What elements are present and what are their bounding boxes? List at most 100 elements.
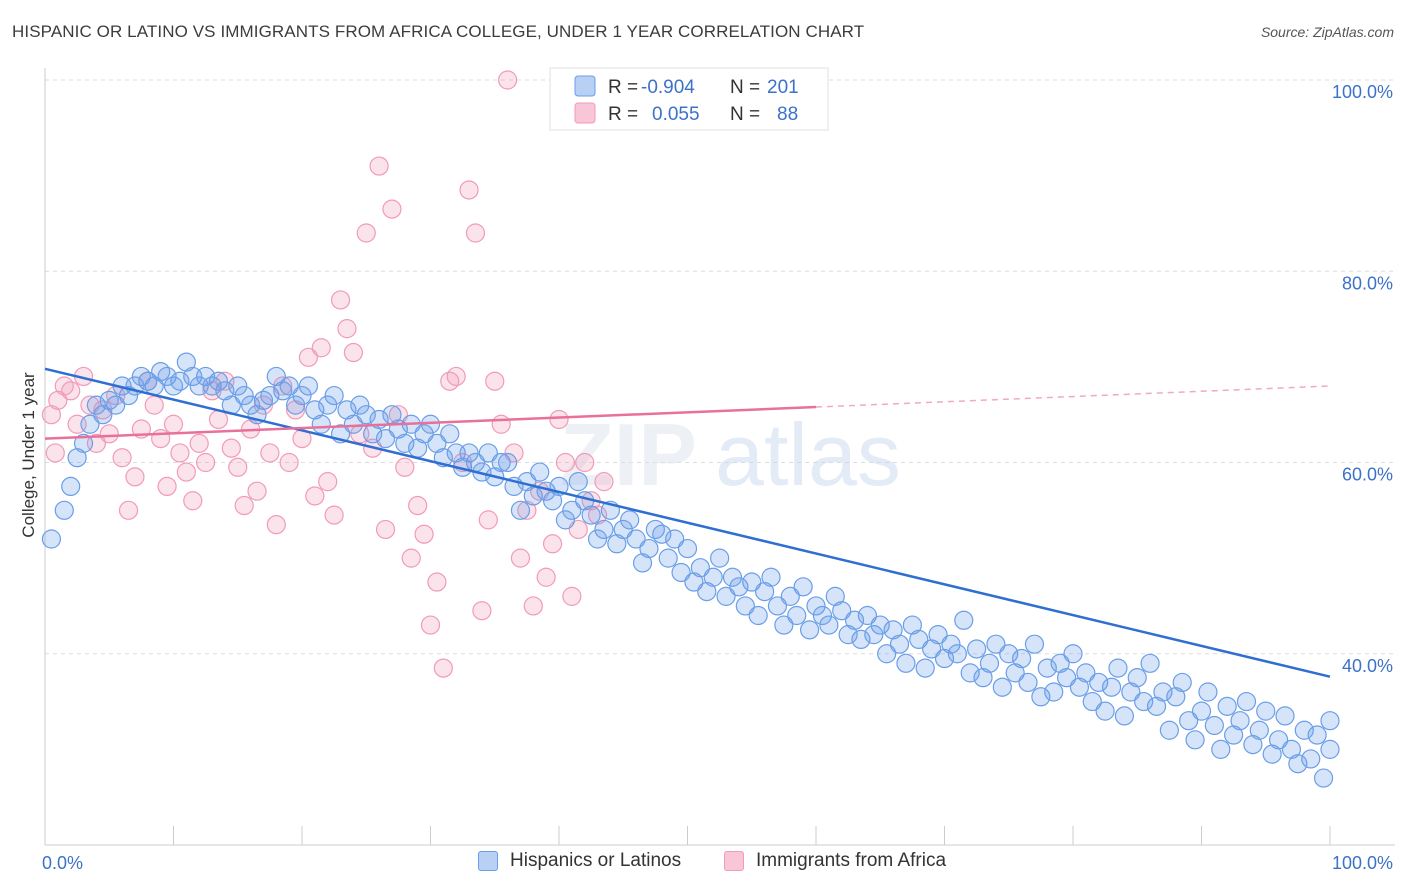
point-hispanic-156: [1050, 653, 1070, 673]
legend-label-hispanic: Hispanics or Latinos: [510, 850, 682, 871]
stats-swatch-1: [574, 75, 596, 97]
point-hispanic-41: [311, 414, 331, 434]
point-hispanic-108: [742, 572, 762, 592]
point-hispanic-171: [1146, 696, 1167, 716]
point-hispanic-130: [883, 620, 903, 640]
point-hispanic-136: [922, 639, 942, 659]
point-immigrants-13: [118, 500, 139, 520]
point-hispanic-194: [1294, 720, 1314, 740]
point-immigrants-58: [408, 495, 428, 516]
point-immigrants-39: [285, 400, 306, 420]
point-hispanic-166: [1114, 706, 1135, 726]
point-hispanic-17: [157, 366, 177, 387]
point-hispanic-87: [607, 534, 627, 554]
point-hispanic-42: [318, 395, 338, 415]
point-hispanic-72: [510, 500, 531, 520]
point-hispanic-133: [902, 615, 922, 635]
point-immigrants-61: [427, 572, 447, 592]
point-immigrants-42: [305, 486, 325, 506]
point-hispanic-111: [761, 567, 781, 587]
point-hispanic-95: [658, 548, 678, 568]
point-hispanic-174: [1166, 687, 1186, 707]
point-hispanic-163: [1095, 701, 1115, 721]
point-hispanic-151: [1018, 672, 1038, 693]
point-hispanic-91: [632, 553, 653, 573]
watermark-atlas: atlas: [715, 405, 901, 504]
point-hispanic-112: [767, 596, 788, 616]
point-hispanic-1: [54, 500, 74, 520]
legend-item-hispanic[interactable]: Hispanics or Latinos: [478, 850, 681, 872]
point-hispanic-131: [889, 634, 910, 654]
point-hispanic-75: [530, 462, 550, 482]
point-immigrants-41: [298, 347, 319, 367]
point-hispanic-176: [1179, 711, 1199, 731]
point-hispanic-45: [337, 400, 357, 420]
point-immigrants-78: [536, 567, 556, 587]
stats-legend-box: [549, 67, 829, 131]
axes: [44, 68, 1395, 846]
point-hispanic-146: [986, 634, 1006, 654]
legend-item-immigrants[interactable]: Immigrants from Africa: [724, 850, 946, 872]
point-hispanic-125: [851, 629, 871, 650]
point-immigrants-48: [343, 342, 363, 363]
point-hispanic-99: [684, 572, 704, 592]
point-hispanic-3: [67, 448, 87, 468]
point-hispanic-46: [343, 414, 363, 434]
point-hispanic-37: [285, 395, 306, 415]
point-immigrants-2: [48, 390, 68, 410]
point-hispanic-160: [1076, 663, 1096, 683]
stats-r-value-1: -0.904: [641, 77, 695, 98]
point-immigrants-36: [266, 515, 286, 535]
point-hispanic-20: [176, 352, 196, 372]
point-immigrants-86: [587, 505, 608, 525]
point-hispanic-36: [279, 376, 299, 396]
point-hispanic-79: [555, 510, 576, 530]
point-immigrants-0: [41, 405, 62, 425]
point-hispanic-149: [1005, 663, 1025, 683]
point-immigrants-31: [234, 495, 254, 516]
point-hispanic-155: [1044, 682, 1064, 702]
stats-legend: R = -0.904 N = 201 R = 0.055 N = 88: [549, 67, 829, 131]
point-immigrants-21: [170, 443, 190, 463]
point-hispanic-48: [356, 405, 376, 425]
point-hispanic-26: [215, 381, 235, 401]
point-immigrants-47: [337, 319, 357, 339]
point-hispanic-178: [1191, 701, 1212, 721]
point-immigrants-44: [318, 472, 338, 492]
point-hispanic-104: [716, 586, 736, 606]
point-hispanic-183: [1224, 725, 1244, 745]
legend-swatch-immigrants: [724, 851, 744, 871]
point-hispanic-88: [613, 519, 633, 540]
point-hispanic-30: [241, 395, 261, 415]
stats-n-label-2: N =: [730, 104, 760, 125]
point-hispanic-193: [1288, 754, 1308, 774]
point-immigrants-60: [420, 615, 441, 635]
point-hispanic-195: [1301, 749, 1321, 769]
point-hispanic-81: [568, 472, 588, 492]
point-hispanic-169: [1134, 691, 1154, 712]
point-immigrants-10: [99, 424, 119, 444]
point-immigrants-74: [510, 548, 531, 568]
point-immigrants-69: [478, 510, 498, 530]
point-hispanic-89: [620, 510, 640, 530]
point-hispanic-109: [748, 605, 768, 626]
point-hispanic-114: [780, 586, 800, 606]
point-immigrants-50: [356, 223, 376, 243]
point-hispanic-54: [395, 433, 415, 453]
point-hispanic-162: [1089, 672, 1109, 693]
point-hispanic-141: [954, 610, 974, 630]
point-hispanic-138: [934, 648, 955, 669]
point-hispanic-127: [864, 625, 884, 645]
point-hispanic-159: [1069, 677, 1090, 697]
point-hispanic-113: [774, 615, 794, 635]
point-hispanic-61: [440, 424, 460, 444]
point-hispanic-117: [799, 620, 820, 640]
stats-n-label-1: N =: [730, 77, 760, 98]
point-immigrants-83: [568, 519, 588, 540]
point-hispanic-158: [1063, 644, 1083, 664]
point-hispanic-182: [1217, 696, 1237, 716]
point-hispanic-157: [1056, 668, 1077, 688]
point-hispanic-0: [41, 529, 62, 549]
point-hispanic-98: [677, 538, 698, 559]
point-hispanic-187: [1249, 720, 1269, 740]
